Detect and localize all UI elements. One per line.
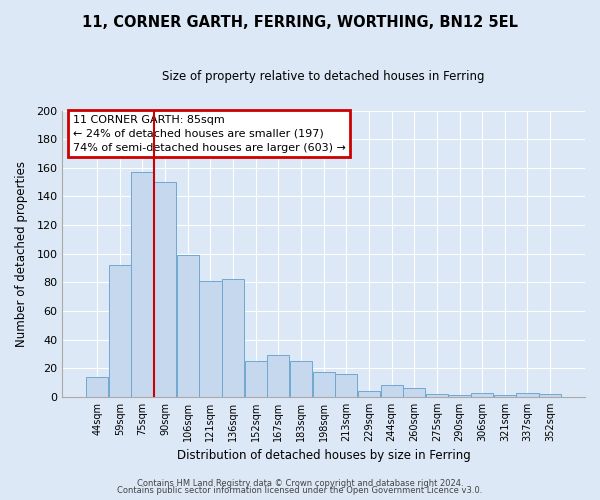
Bar: [131, 172, 154, 397]
Bar: [380, 386, 403, 397]
Bar: [199, 281, 221, 397]
Text: Contains HM Land Registry data © Crown copyright and database right 2024.: Contains HM Land Registry data © Crown c…: [137, 478, 463, 488]
Bar: [448, 396, 470, 397]
Bar: [222, 280, 244, 397]
Bar: [267, 356, 289, 397]
Bar: [471, 392, 493, 397]
X-axis label: Distribution of detached houses by size in Ferring: Distribution of detached houses by size …: [177, 450, 470, 462]
Bar: [86, 377, 108, 397]
Bar: [313, 372, 335, 397]
Bar: [290, 361, 312, 397]
Title: Size of property relative to detached houses in Ferring: Size of property relative to detached ho…: [163, 70, 485, 83]
Bar: [154, 182, 176, 397]
Bar: [109, 265, 131, 397]
Bar: [403, 388, 425, 397]
Bar: [335, 374, 358, 397]
Bar: [176, 255, 199, 397]
Text: 11, CORNER GARTH, FERRING, WORTHING, BN12 5EL: 11, CORNER GARTH, FERRING, WORTHING, BN1…: [82, 15, 518, 30]
Bar: [539, 394, 561, 397]
Bar: [245, 361, 267, 397]
Bar: [358, 391, 380, 397]
Y-axis label: Number of detached properties: Number of detached properties: [15, 160, 28, 346]
Text: 11 CORNER GARTH: 85sqm
← 24% of detached houses are smaller (197)
74% of semi-de: 11 CORNER GARTH: 85sqm ← 24% of detached…: [73, 115, 346, 153]
Bar: [494, 396, 516, 397]
Text: Contains public sector information licensed under the Open Government Licence v3: Contains public sector information licen…: [118, 486, 482, 495]
Bar: [517, 392, 539, 397]
Bar: [426, 394, 448, 397]
